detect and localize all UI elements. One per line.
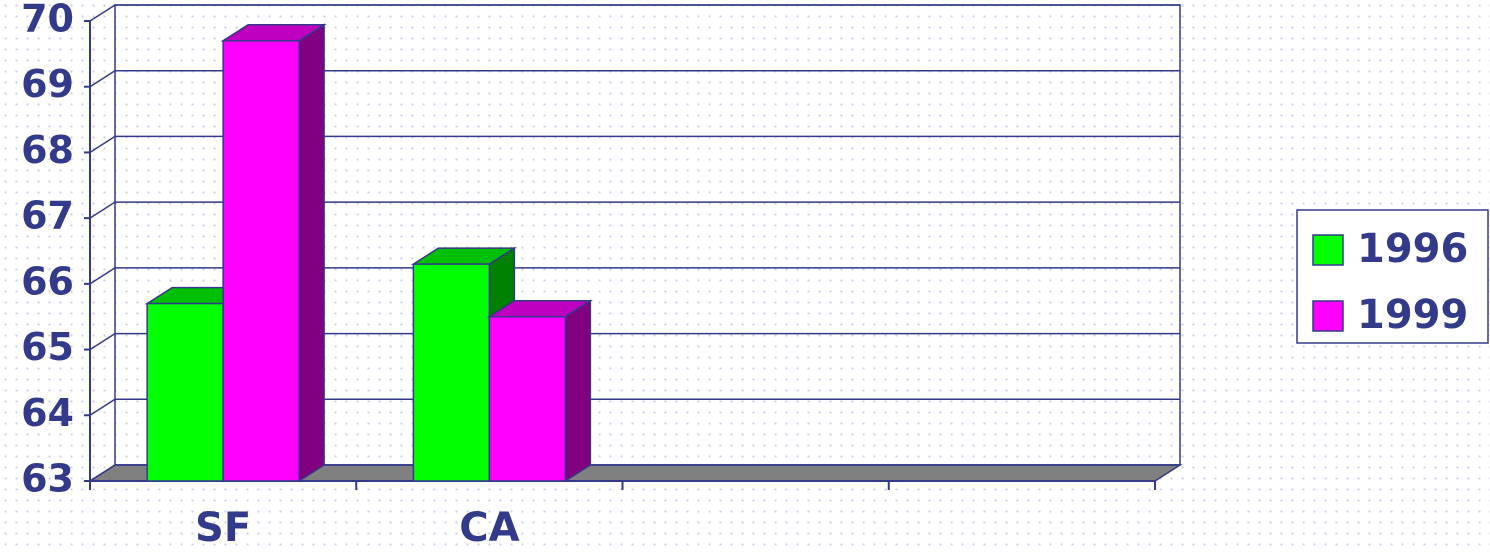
grid-diagonal [89, 464, 116, 482]
legend-swatch [1312, 234, 1344, 266]
x-tick-label: CA [459, 505, 519, 551]
bar [488, 315, 567, 482]
y-tick-label: 67 [21, 194, 74, 238]
grid-diagonal [89, 135, 116, 154]
y-tick-label: 68 [21, 128, 74, 172]
grid-diagonal [89, 70, 116, 88]
y-tick-label: 69 [21, 62, 74, 106]
grid-diagonal [89, 201, 116, 219]
y-tick-label: 66 [21, 259, 74, 303]
bar-side [298, 23, 325, 483]
bar-side [564, 299, 592, 483]
legend-swatch [1312, 300, 1344, 332]
bar [146, 302, 224, 482]
legend-label: 1999 [1357, 292, 1468, 338]
bar [412, 263, 491, 482]
grid-diagonal [89, 267, 116, 285]
grid-diagonal [89, 332, 116, 351]
y-tick-label: 64 [21, 391, 74, 435]
bar [222, 39, 300, 482]
y-tick-label: 63 [21, 457, 74, 501]
y-tick-label: 70 [21, 0, 74, 41]
legend-label: 1996 [1357, 226, 1468, 272]
grid-diagonal [89, 4, 116, 22]
grid-diagonal [89, 398, 116, 416]
y-tick-label: 65 [21, 325, 74, 369]
x-tick-label: SF [195, 505, 251, 551]
